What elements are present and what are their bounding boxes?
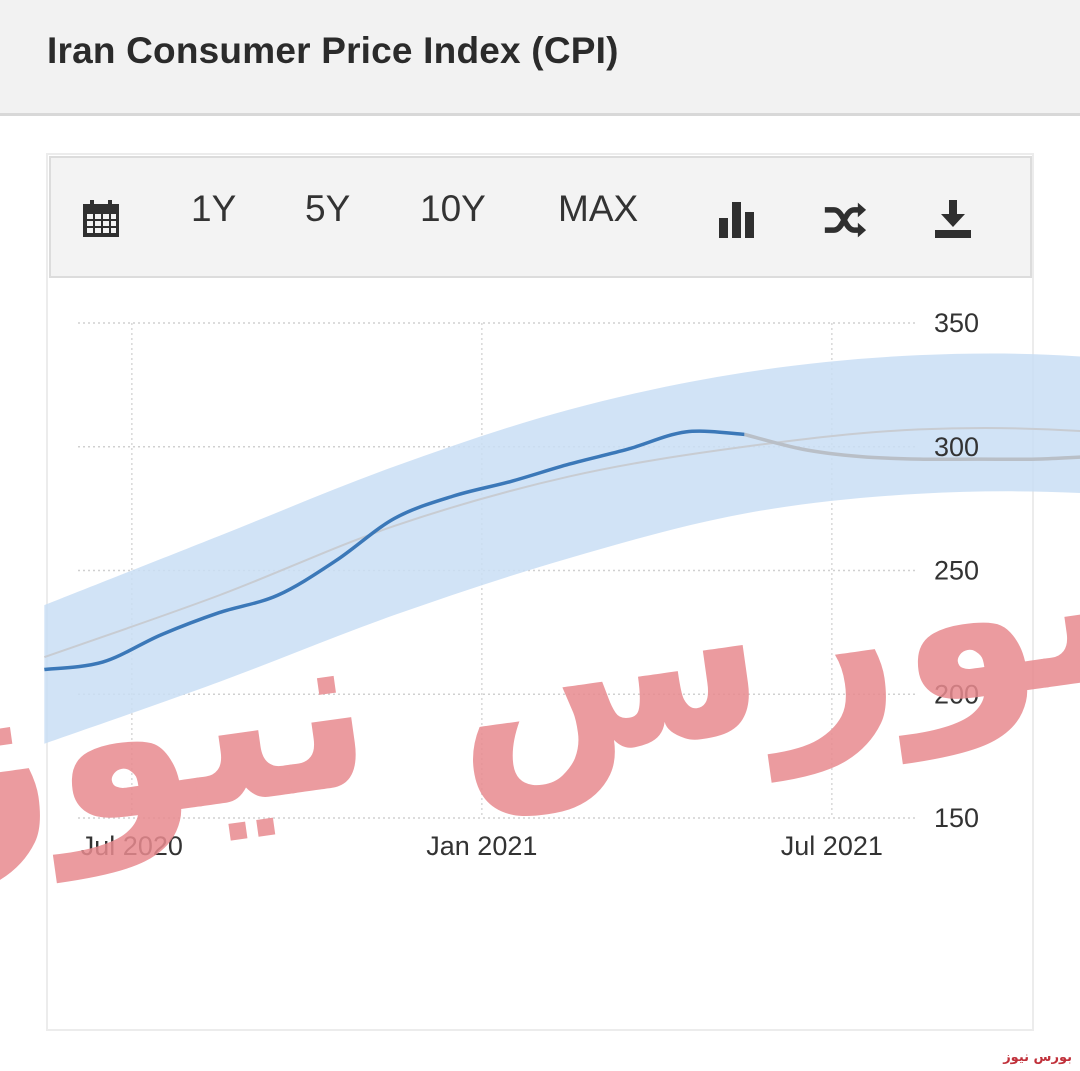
trend-line xyxy=(44,427,1080,659)
range-max-button[interactable]: MAX xyxy=(558,188,639,229)
shuffle-icon[interactable] xyxy=(823,198,867,242)
y-tick-label: 200 xyxy=(934,679,979,709)
calendar-icon[interactable] xyxy=(79,198,123,242)
actual-line xyxy=(44,429,745,672)
y-axis-ticks: 350 300 250 200 150 xyxy=(934,308,979,833)
bar-chart-icon[interactable] xyxy=(715,198,759,242)
y-tick-label: 350 xyxy=(934,308,979,338)
x-tick-label: Jul 2020 xyxy=(81,831,183,861)
download-icon[interactable] xyxy=(931,198,975,242)
y-tick-label: 300 xyxy=(934,432,979,462)
page-title: Iran Consumer Price Index (CPI) xyxy=(47,30,619,71)
range-1y-button[interactable]: 1Y xyxy=(191,188,237,229)
x-tick-label: Jul 2021 xyxy=(781,831,883,861)
page-header: Iran Consumer Price Index (CPI) xyxy=(0,0,1080,116)
forecast-line xyxy=(743,432,1080,462)
range-5y-button[interactable]: 5Y xyxy=(305,188,351,229)
x-tick-label: Jan 2021 xyxy=(426,831,537,861)
chart-lines xyxy=(44,427,1080,672)
chart-toolbar xyxy=(49,156,1032,278)
range-10y-button[interactable]: 10Y xyxy=(420,188,486,229)
footer-tag: بورس نیوز xyxy=(1003,1050,1072,1065)
y-tick-label: 250 xyxy=(934,556,979,586)
y-tick-label: 150 xyxy=(934,803,979,833)
